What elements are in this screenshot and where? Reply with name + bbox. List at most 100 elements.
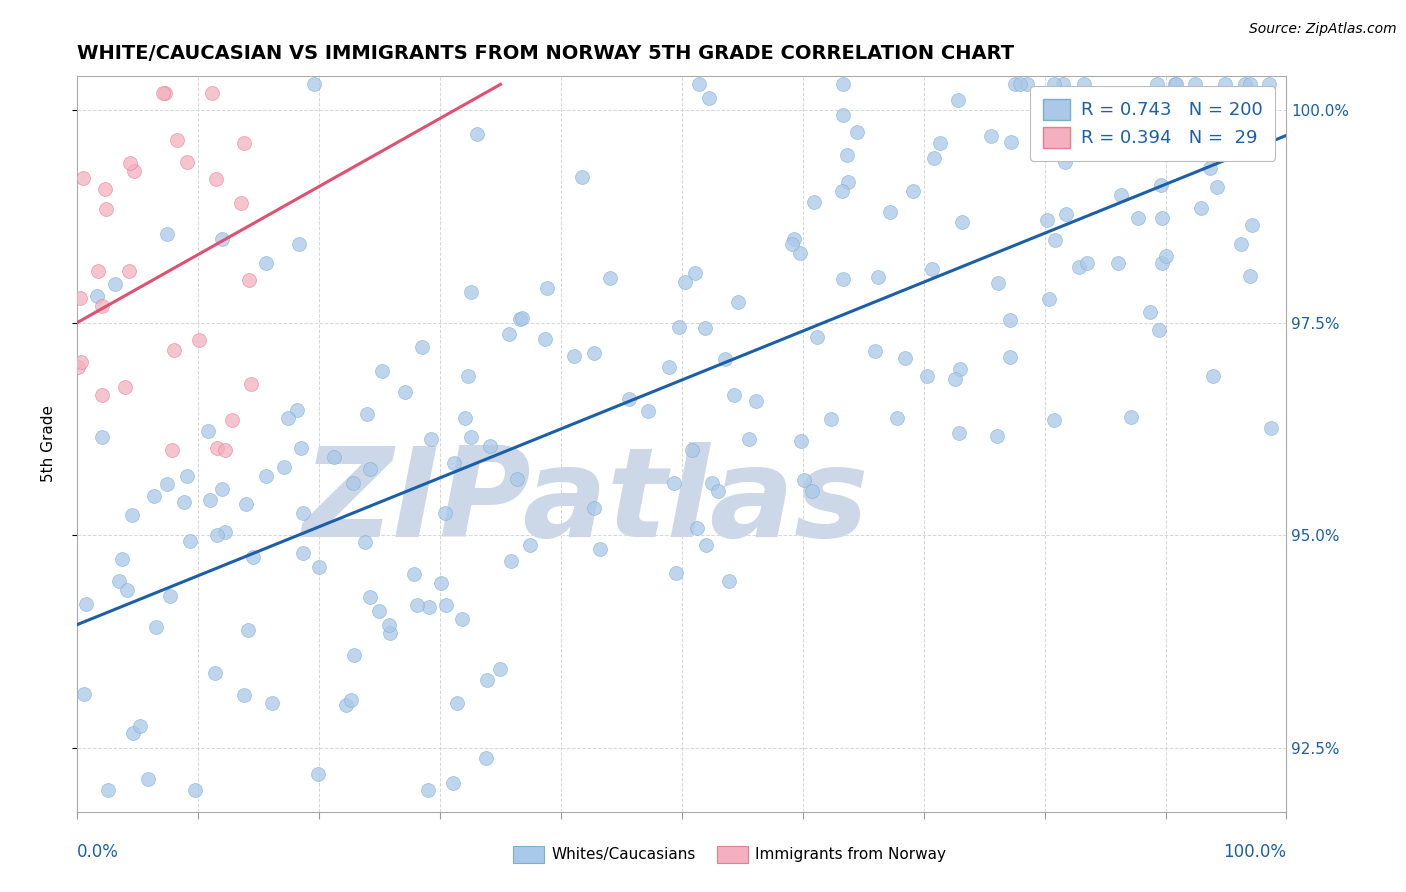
Point [1216,117,1239,131]
Point [188,334,211,348]
Point [1191,202,1213,216]
Point [599,271,621,285]
Point [1004,78,1026,92]
Point [118,264,141,278]
Point [1258,78,1281,92]
Point [922,151,945,165]
Point [831,184,853,198]
Point [536,281,558,295]
Point [86,289,108,303]
Point [69,291,91,305]
Point [87,264,110,278]
Point [340,692,363,706]
Point [460,285,482,299]
Point [406,599,429,613]
Point [800,484,823,499]
Point [229,195,252,210]
Point [706,484,728,499]
Point [179,534,201,549]
Point [371,364,394,378]
Point [793,473,815,487]
Point [519,539,541,553]
Point [1146,78,1168,92]
Point [1109,188,1132,202]
Point [359,462,381,476]
Point [262,696,284,710]
Point [443,456,465,470]
Point [1069,260,1091,275]
Point [1164,78,1187,92]
Point [714,352,737,367]
Point [353,534,375,549]
Point [290,442,312,456]
Point [128,719,150,733]
Point [681,442,703,457]
Point [865,343,887,358]
Point [789,246,811,260]
Point [1213,78,1236,92]
Point [1184,78,1206,92]
Point [441,775,464,789]
Point [204,665,226,680]
Point [534,332,557,346]
Point [239,377,262,392]
Point [582,500,605,515]
Y-axis label: 5th Grade: 5th Grade [42,405,56,483]
Point [214,524,236,539]
Point [1181,87,1204,102]
Point [509,311,531,326]
Point [1199,161,1222,176]
Point [1233,78,1256,92]
Point [104,277,127,292]
Point [499,554,522,568]
Point [948,425,970,440]
Point [477,673,499,688]
Point [893,351,915,366]
Point [718,574,741,588]
Point [693,320,716,334]
Point [1152,211,1174,226]
Point [980,129,1002,144]
Point [571,170,593,185]
Point [1000,135,1022,149]
Point [948,362,970,376]
Point [1239,268,1261,283]
Point [460,430,482,444]
Point [1015,78,1038,92]
Point [699,91,721,105]
Point [411,341,433,355]
Point [928,136,950,150]
Point [986,429,1008,443]
Point [1152,256,1174,270]
Point [1149,323,1171,337]
Point [96,202,118,216]
Point [1010,78,1032,92]
Point [308,560,330,574]
Point [1128,211,1150,225]
Point [474,751,496,765]
Point [166,133,188,147]
Point [952,214,974,228]
Point [1043,413,1066,427]
Point [450,612,472,626]
Point [335,698,357,713]
Point [454,411,477,425]
Point [1139,305,1161,319]
Point [73,687,96,701]
Point [233,136,256,150]
Point [1239,78,1261,92]
Text: ZIPatlas: ZIPatlas [302,442,869,563]
Text: 0.0%: 0.0% [77,843,120,861]
Point [1038,292,1060,306]
Point [1119,410,1142,425]
Point [273,460,295,475]
Point [235,497,257,511]
Point [700,476,723,491]
Point [72,170,94,185]
Point [108,574,131,589]
Point [782,232,804,246]
Point [159,589,181,603]
Point [506,471,529,485]
Legend: R = 0.743   N = 200, R = 0.394   N =  29: R = 0.743 N = 200, R = 0.394 N = 29 [1031,87,1275,161]
Text: Immigrants from Norway: Immigrants from Norway [755,847,946,862]
